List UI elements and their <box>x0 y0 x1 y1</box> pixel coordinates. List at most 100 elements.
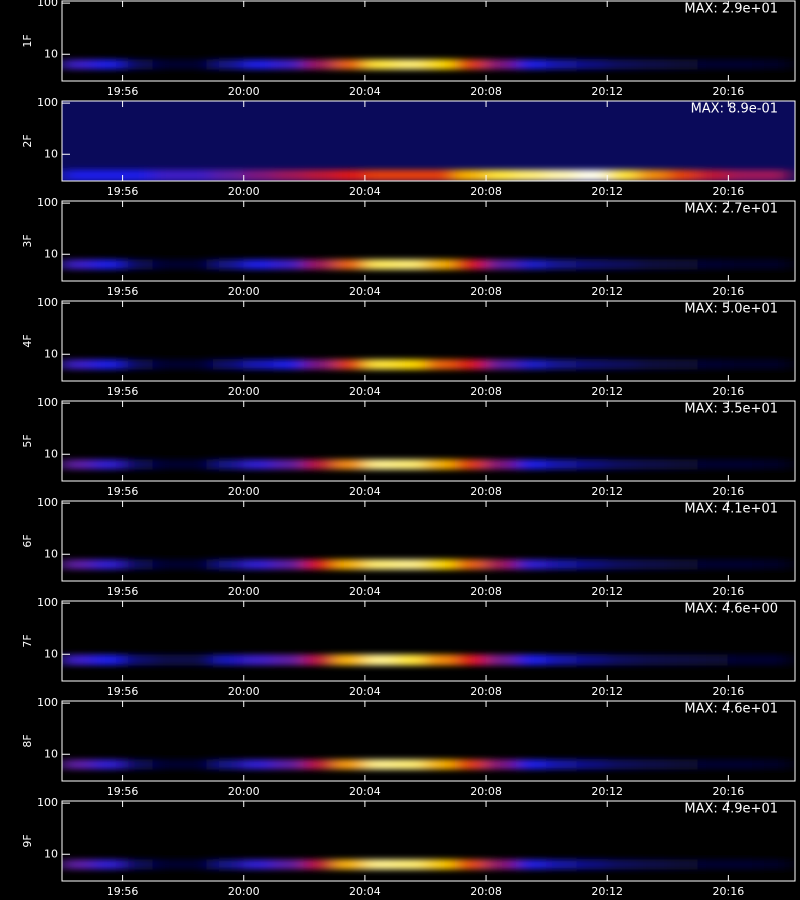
panel: 19:56 20:00 20:04 20:08 20:12 20:16 10 100 6F MAX… <box>21 496 796 598</box>
heat-cell <box>606 859 638 870</box>
heat-cell <box>394 169 426 181</box>
heat-cell <box>455 859 487 870</box>
y-axis-label: 7F <box>21 634 34 647</box>
x-tick-label: 19:56 <box>107 185 139 198</box>
heat-cell <box>515 559 548 570</box>
heat-cell <box>576 59 608 70</box>
heat-cell <box>485 459 517 470</box>
heat-cell <box>606 459 638 470</box>
x-tick-label: 20:12 <box>591 385 623 398</box>
heat-cell <box>212 654 245 666</box>
x-tick-label: 20:00 <box>228 885 260 898</box>
heat-cell <box>303 654 336 666</box>
heat-cell <box>667 59 699 70</box>
heat-cell <box>243 559 275 570</box>
heat-cell <box>485 59 517 70</box>
heat-cell <box>697 259 729 270</box>
heat-cell <box>243 59 275 70</box>
x-tick-label: 20:00 <box>228 285 260 298</box>
heat-cell <box>636 654 669 666</box>
x-tick-label: 20:04 <box>349 185 381 198</box>
heat-cell <box>303 359 336 370</box>
heat-cell <box>212 859 245 870</box>
heat-cell <box>727 259 760 270</box>
heat-cell <box>727 59 760 70</box>
heat-cell <box>758 259 790 270</box>
y-tick-label: 10 <box>44 147 58 160</box>
heat-cell <box>697 759 729 770</box>
heat-cell <box>212 459 245 470</box>
y-tick-label: 10 <box>44 647 58 660</box>
heat-cell <box>667 759 699 770</box>
heat-cell <box>758 59 790 70</box>
x-tick-label: 19:56 <box>107 385 139 398</box>
heat-cell <box>62 559 93 570</box>
y-axis-label: 4F <box>21 334 34 347</box>
heat-cell <box>606 359 638 370</box>
heat-cell <box>62 59 93 70</box>
heat-cell <box>485 859 517 870</box>
heat-cell <box>515 859 548 870</box>
heat-cell <box>727 759 760 770</box>
heat-cell <box>62 359 93 370</box>
y-tick-label: 10 <box>44 47 58 60</box>
plot-background <box>62 601 795 681</box>
heat-cell <box>606 654 638 666</box>
heat-cell <box>546 169 578 181</box>
heat-cell <box>303 459 336 470</box>
heat-cell <box>667 559 699 570</box>
x-tick-label: 20:12 <box>591 485 623 498</box>
heat-cell <box>394 459 426 470</box>
max-annotation: MAX: 5.0e+01 <box>684 302 778 317</box>
y-tick-label: 100 <box>37 496 58 509</box>
plot-frame <box>61 300 796 382</box>
heat-cell <box>697 859 729 870</box>
heat-cell <box>455 59 487 70</box>
heat-cell <box>364 59 396 70</box>
heat-cell <box>364 259 396 270</box>
heat-cell <box>546 459 578 470</box>
heat-cell <box>546 759 578 770</box>
heat-cell <box>636 169 669 181</box>
y-tick-label: 10 <box>44 247 58 260</box>
x-tick-label: 20:12 <box>591 785 623 798</box>
plot-frame <box>61 400 796 482</box>
max-annotation: MAX: 2.7e+01 <box>684 202 778 217</box>
plot-frame <box>61 0 796 82</box>
plot-frame <box>61 600 796 682</box>
heatmap <box>62 559 790 570</box>
heat-cell <box>273 169 305 181</box>
x-tick-label: 20:00 <box>228 685 260 698</box>
x-tick-label: 20:16 <box>713 885 745 898</box>
heat-cell <box>91 559 124 570</box>
panel: 19:56 20:00 20:04 20:08 20:12 20:16 10 100 9F MAX… <box>21 796 796 898</box>
heat-cell <box>727 559 760 570</box>
heat-cell <box>303 259 336 270</box>
heat-blur <box>62 559 790 570</box>
heat-cell <box>485 759 517 770</box>
heat-cell <box>273 759 305 770</box>
heat-cell <box>515 59 548 70</box>
heat-cell <box>303 559 336 570</box>
heat-cell <box>212 59 245 70</box>
heat-cell <box>182 759 214 770</box>
heat-cell <box>303 759 336 770</box>
heat-cell <box>91 169 124 181</box>
panel: 19:56 20:00 20:04 20:08 20:12 20:16 10 100 7F MAX… <box>21 596 796 698</box>
x-tick-label: 20:16 <box>713 685 745 698</box>
heat-blur <box>62 459 790 470</box>
heat-cell <box>152 359 184 370</box>
heat-cell <box>91 859 124 870</box>
x-tick-label: 20:12 <box>591 585 623 598</box>
panel: 19:56 20:00 20:04 20:08 20:12 20:16 10 100 3F MAX… <box>21 196 796 298</box>
y-axis-label: 1F <box>21 34 34 47</box>
heat-cell <box>546 359 578 370</box>
panel: 19:56 20:00 20:04 20:08 20:12 20:16 10 100 5F MAX… <box>21 396 796 498</box>
heat-cell <box>485 259 517 270</box>
plot-frame <box>61 800 796 882</box>
x-tick-label: 20:12 <box>591 885 623 898</box>
heat-cell <box>212 169 245 181</box>
heat-cell <box>182 459 214 470</box>
heat-cell <box>636 259 669 270</box>
heat-cell <box>424 59 457 70</box>
